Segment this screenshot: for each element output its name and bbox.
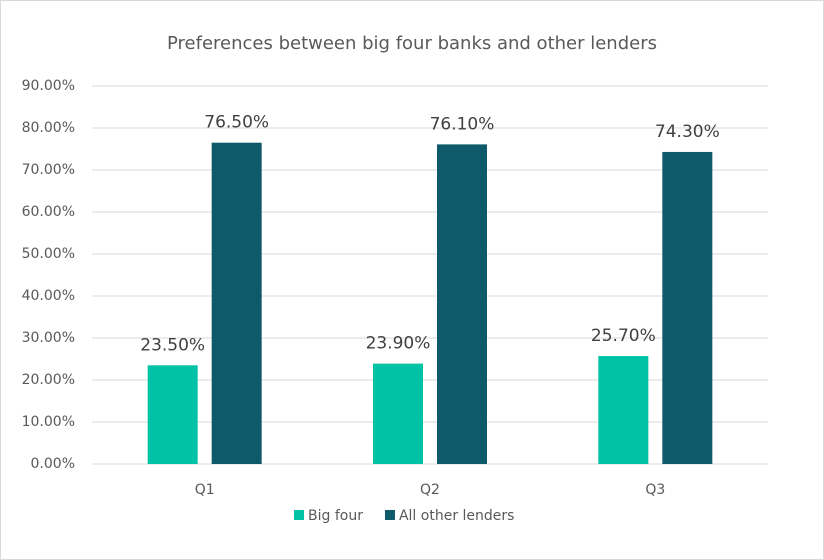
data-label: 76.50% — [204, 113, 269, 133]
data-label: 76.10% — [430, 114, 495, 134]
bar — [373, 363, 423, 464]
y-tick-label: 50.00% — [22, 246, 75, 262]
bar — [211, 142, 262, 464]
data-label: 23.50% — [140, 335, 205, 355]
legend-label: All other lenders — [399, 508, 514, 524]
y-tick-label: 60.00% — [22, 204, 75, 220]
y-tick-label: 90.00% — [22, 78, 75, 94]
x-tick-label: Q2 — [420, 482, 440, 498]
y-tick-label: 20.00% — [22, 372, 75, 388]
legend-swatch — [294, 510, 304, 520]
bar — [598, 356, 649, 464]
bar — [437, 144, 487, 464]
x-tick-label: Q3 — [645, 482, 665, 498]
y-tick-label: 70.00% — [22, 162, 75, 178]
data-label: 23.90% — [366, 334, 431, 354]
legend-swatch — [384, 510, 395, 520]
chart-title: Preferences between big four banks and o… — [167, 33, 657, 54]
y-tick-label: 10.00% — [22, 414, 75, 430]
bar — [662, 151, 713, 464]
y-tick-label: 0.00% — [31, 456, 75, 472]
y-tick-label: 30.00% — [22, 330, 75, 346]
legend-label: Big four — [308, 508, 363, 524]
data-label: 25.70% — [591, 326, 656, 346]
y-tick-label: 40.00% — [22, 288, 75, 304]
data-label: 74.30% — [655, 122, 720, 142]
bar — [147, 365, 198, 464]
y-tick-label: 80.00% — [22, 120, 75, 136]
x-tick-label: Q1 — [195, 482, 215, 498]
